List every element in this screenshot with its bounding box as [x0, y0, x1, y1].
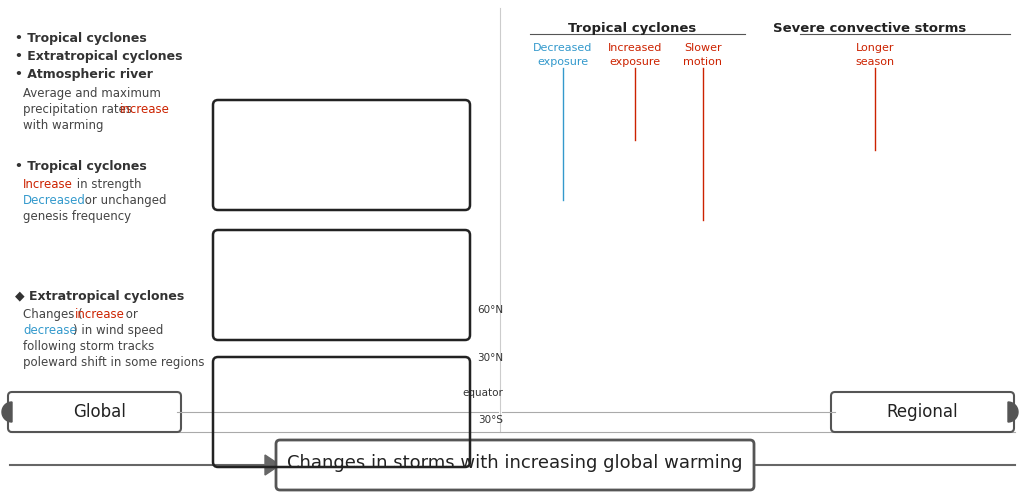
Text: ) in wind speed: ) in wind speed: [73, 324, 164, 337]
Text: Slower: Slower: [684, 43, 722, 53]
Text: or unchanged: or unchanged: [81, 194, 167, 207]
Text: genesis frequency: genesis frequency: [23, 210, 131, 223]
Text: • Tropical cyclones: • Tropical cyclones: [15, 160, 146, 173]
Text: equator: equator: [462, 388, 503, 398]
Text: 60°N: 60°N: [477, 305, 503, 315]
Polygon shape: [2, 402, 12, 422]
Text: • Tropical cyclones: • Tropical cyclones: [15, 32, 146, 45]
Text: or: or: [122, 308, 138, 321]
Text: Tropical cyclones: Tropical cyclones: [568, 22, 696, 35]
Text: increase: increase: [120, 103, 170, 116]
FancyBboxPatch shape: [276, 440, 754, 490]
Text: exposure: exposure: [609, 57, 660, 67]
Text: Increased: Increased: [608, 43, 663, 53]
Text: Severe convective storms: Severe convective storms: [773, 22, 967, 35]
Text: Regional: Regional: [886, 403, 957, 421]
Text: 60°S: 60°S: [478, 442, 503, 452]
Text: following storm tracks: following storm tracks: [23, 340, 155, 353]
Text: Increase: Increase: [23, 178, 73, 191]
Polygon shape: [735, 455, 750, 475]
Text: with warming: with warming: [23, 119, 103, 132]
Text: Decreased: Decreased: [23, 194, 86, 207]
Text: 30°N: 30°N: [477, 353, 503, 363]
Text: exposure: exposure: [538, 57, 589, 67]
Text: in strength: in strength: [73, 178, 141, 191]
Text: ◆ Extratropical cyclones: ◆ Extratropical cyclones: [15, 290, 184, 303]
Text: motion: motion: [683, 57, 723, 67]
Text: decrease: decrease: [23, 324, 77, 337]
Text: Longer: Longer: [856, 43, 894, 53]
FancyBboxPatch shape: [831, 392, 1014, 432]
Polygon shape: [1008, 402, 1018, 422]
Text: Changes in storms with increasing global warming: Changes in storms with increasing global…: [288, 454, 742, 472]
Text: poleward shift in some regions: poleward shift in some regions: [23, 356, 205, 369]
Text: increase: increase: [75, 308, 125, 321]
Text: season: season: [855, 57, 895, 67]
Text: Average and maximum: Average and maximum: [23, 87, 161, 100]
Polygon shape: [265, 455, 280, 475]
Text: precipitation rates: precipitation rates: [23, 103, 136, 116]
Text: Global: Global: [74, 403, 126, 421]
Text: 30°S: 30°S: [478, 415, 503, 425]
Text: Decreased: Decreased: [534, 43, 593, 53]
Text: Changes (: Changes (: [23, 308, 83, 321]
Text: • Atmospheric river: • Atmospheric river: [15, 68, 153, 81]
Text: • Extratropical cyclones: • Extratropical cyclones: [15, 50, 182, 63]
FancyBboxPatch shape: [8, 392, 181, 432]
